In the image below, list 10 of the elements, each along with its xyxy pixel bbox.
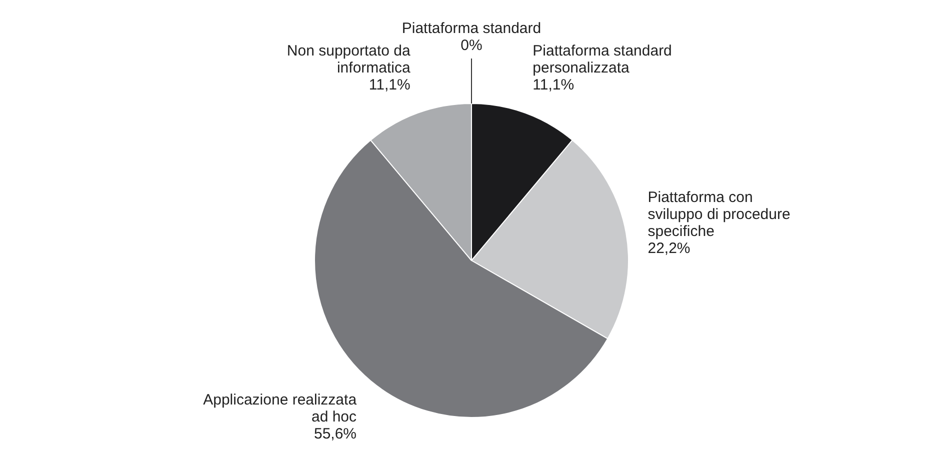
- slice-label: Applicazione realizzata ad hoc: [203, 391, 358, 426]
- category-label: Piattaforma standard: [402, 20, 542, 38]
- slice-label: Piattaforma standard personalizzata: [532, 42, 672, 76]
- data-label: 22,2%: [648, 240, 690, 257]
- data-label: 11,1%: [368, 76, 410, 94]
- slice-label: Piattaforma con sviluppo di procedure specifiche: [648, 188, 790, 240]
- data-label: 55,6%: [314, 425, 357, 442]
- data-label: 11,1%: [532, 76, 574, 94]
- text: 0%: [460, 37, 482, 54]
- slice-label: Non supportato da informatica: [286, 42, 411, 76]
